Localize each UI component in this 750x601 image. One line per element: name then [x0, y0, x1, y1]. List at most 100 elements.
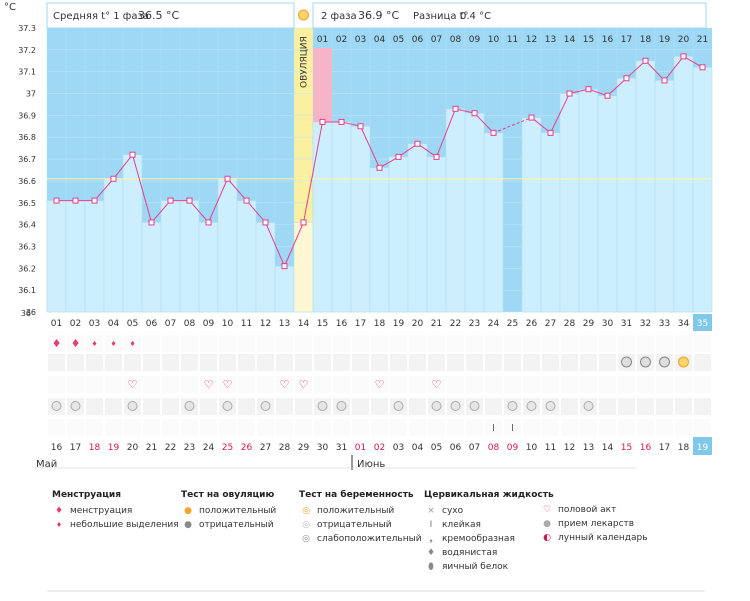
pill-icon — [222, 401, 233, 411]
row4-cell-03 — [86, 419, 103, 436]
heart-icon: ♡ — [128, 378, 138, 391]
y-tick-label: 36.7 — [18, 155, 36, 164]
row4-cell-21 — [428, 419, 445, 436]
row0-cell-02 — [67, 335, 84, 352]
row0-cell-24 — [485, 335, 502, 352]
row4-cell-01 — [48, 419, 65, 436]
heart-icon: ♡ — [542, 505, 552, 515]
row2-cell-16 — [333, 376, 350, 393]
row3-cell-11 — [238, 398, 255, 415]
top-day-11: 11 — [507, 35, 518, 45]
pill-icon — [184, 401, 195, 411]
row4-cell-30 — [599, 419, 616, 436]
light-discharge-icon: ♦ — [91, 340, 97, 348]
phase2-header-box — [312, 2, 707, 29]
temp-segment-20 — [398, 143, 418, 158]
row2-cell-34 — [675, 376, 692, 393]
pill-icon — [431, 401, 442, 411]
temp-bar-30 — [597, 95, 618, 313]
row0-cell-08 — [181, 335, 198, 352]
date-09: 09 — [507, 443, 519, 453]
date-11: 11 — [545, 443, 556, 453]
light-discharge-icon: ♦ — [129, 340, 135, 348]
temp-segment-13 — [265, 222, 285, 267]
difference-label: Разница t° — [413, 11, 469, 22]
row1-cell-28 — [561, 354, 578, 371]
temp-point-27 — [547, 129, 554, 136]
temp-bar-12 — [255, 222, 276, 313]
row3-cell-32 — [637, 398, 654, 415]
temp-segment-31 — [607, 77, 627, 97]
temp-bar-09 — [198, 222, 219, 313]
temp-point-32 — [642, 57, 649, 64]
temp-bar-26 — [521, 117, 542, 313]
cycle-day-15: 15 — [317, 319, 328, 329]
cycle-day-02: 02 — [70, 319, 81, 329]
heart-icon: ♡ — [299, 378, 309, 391]
date-20: 20 — [127, 443, 139, 453]
row4-cell-27 — [542, 419, 559, 436]
temp-point-22 — [452, 105, 459, 112]
row2-cell-04 — [105, 376, 122, 393]
row4-cell-12 — [257, 419, 274, 436]
row1-cell-30 — [599, 354, 616, 371]
sticky-icon: I — [492, 423, 495, 434]
pill-icon — [507, 401, 518, 411]
row4-cell-22 — [447, 419, 464, 436]
date-12: 12 — [564, 443, 575, 453]
row1-cell-17 — [352, 354, 369, 371]
temp-bar-27 — [540, 132, 561, 313]
light-discharge-icon: ♦ — [110, 340, 116, 348]
heart-icon: ♡ — [375, 378, 385, 391]
legend-cervical-title: Цервикальная жидкость — [424, 490, 554, 500]
row1-cell-21 — [428, 354, 445, 371]
row0-cell-33 — [656, 335, 673, 352]
temp-bar-23 — [464, 112, 485, 313]
temp-bar-18 — [369, 167, 390, 313]
ovulation-positive-icon: ● — [184, 506, 192, 516]
temp-segment-10 — [208, 178, 228, 223]
date-10: 10 — [526, 443, 538, 453]
menstruation-icon: ♦ — [54, 506, 64, 516]
row0-cell-13 — [276, 335, 293, 352]
top-day-07: 07 — [431, 35, 442, 45]
temp-point-05 — [129, 151, 136, 158]
row0-cell-23 — [466, 335, 483, 352]
temp-point-31 — [623, 75, 630, 82]
row4-cell-04 — [105, 419, 122, 436]
row3-cell-17 — [352, 398, 369, 415]
row2-cell-09 — [200, 376, 217, 393]
date-28: 28 — [279, 443, 291, 453]
row3-cell-31 — [618, 398, 635, 415]
row3-cell-20 — [409, 398, 426, 415]
temp-bar-32 — [635, 60, 656, 313]
row3-cell-35 — [694, 398, 711, 415]
row2-cell-17 — [352, 376, 369, 393]
row1-cell-26 — [523, 354, 540, 371]
top-day-01: 01 — [317, 35, 328, 45]
temp-segment-21 — [417, 143, 437, 158]
cycle-day-14: 14 — [298, 319, 310, 329]
pill-icon — [583, 401, 594, 411]
light-discharge-icon: ♦ — [55, 521, 63, 529]
date-17: 17 — [659, 443, 670, 453]
row0-cell-21 — [428, 335, 445, 352]
phase2-value: 36.9 °C — [358, 9, 399, 22]
temp-point-15 — [319, 118, 326, 125]
temp-bar-14 — [293, 222, 314, 313]
temp-segment-33 — [645, 60, 665, 81]
temp-segment-06 — [132, 154, 152, 223]
cycle-day-29: 29 — [583, 319, 595, 329]
date-07: 07 — [469, 443, 480, 453]
temp-point-29 — [585, 86, 592, 93]
temp-bar-11 — [236, 200, 257, 313]
row1-cell-09 — [200, 354, 217, 371]
top-day-05: 05 — [393, 35, 404, 45]
phase1-average-value: 36.5 °C — [138, 9, 179, 22]
legend-pregnancy-test: Тест на беременность ◎ положительный ◎ отр… — [299, 490, 422, 546]
top-day-08: 08 — [450, 35, 462, 45]
temp-segment-24 — [474, 112, 494, 134]
y-tick-label: 36.5 — [18, 199, 36, 208]
top-day-02: 02 — [336, 35, 347, 45]
